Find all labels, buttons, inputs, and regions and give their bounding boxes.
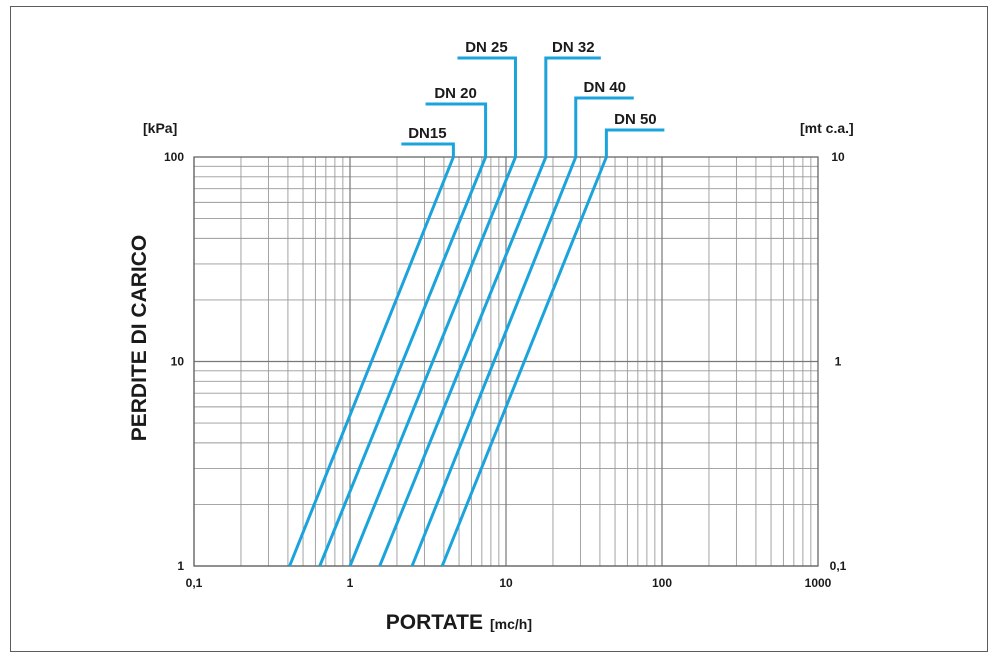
y-tick-label-right: 10	[831, 150, 845, 164]
series-leader-5	[604, 128, 665, 157]
series-leader-1	[425, 102, 488, 157]
x-tick-label: 0,1	[186, 576, 203, 590]
y-tick-label-left: 100	[164, 150, 184, 164]
y-axis-title: PERDITE DI CARICO	[128, 235, 151, 442]
y-axis-unit-right: [mt c.a.]	[800, 120, 854, 136]
plot-border	[193, 156, 819, 567]
plot-area-border	[193, 156, 819, 567]
series-line-0	[288, 156, 455, 567]
series-leader-0	[401, 142, 455, 157]
y-tick-label-left: 10	[171, 355, 185, 369]
series-label-2: DN 25	[465, 39, 508, 56]
x-tick-label: 100	[652, 576, 672, 590]
series-label-0: DN15	[408, 125, 446, 142]
series-label-3: DN 32	[552, 39, 595, 56]
series-line-1	[318, 156, 487, 567]
x-tick-label: 1000	[805, 576, 832, 590]
series-lines	[288, 156, 608, 567]
series-leader-2	[457, 56, 517, 157]
y-tick-label-left: 1	[177, 559, 184, 573]
series-line-5	[440, 156, 608, 567]
chart-frame	[10, 6, 988, 652]
series-label-4: DN 40	[583, 79, 626, 96]
y-tick-label-right: 0,1	[830, 559, 847, 573]
series-line-2	[348, 156, 517, 567]
x-tick-label: 1	[347, 576, 354, 590]
series-line-3	[378, 156, 548, 567]
series-leader-3	[544, 56, 601, 157]
x-axis-title: PORTATE	[386, 611, 483, 634]
x-axis-unit: [mc/h]	[490, 616, 532, 632]
x-tick-label: 10	[499, 576, 513, 590]
series-line-4	[410, 156, 578, 567]
series-label-5: DN 50	[614, 111, 657, 128]
series-label-1: DN 20	[434, 85, 477, 102]
series-labels: DN15 DN 20 DN 25 DN 32 DN 40 DN 50	[401, 39, 665, 157]
y-axis-unit-left: [kPa]	[143, 120, 177, 136]
series-leader-4	[574, 96, 634, 157]
y-tick-label-right: 1	[835, 355, 842, 369]
